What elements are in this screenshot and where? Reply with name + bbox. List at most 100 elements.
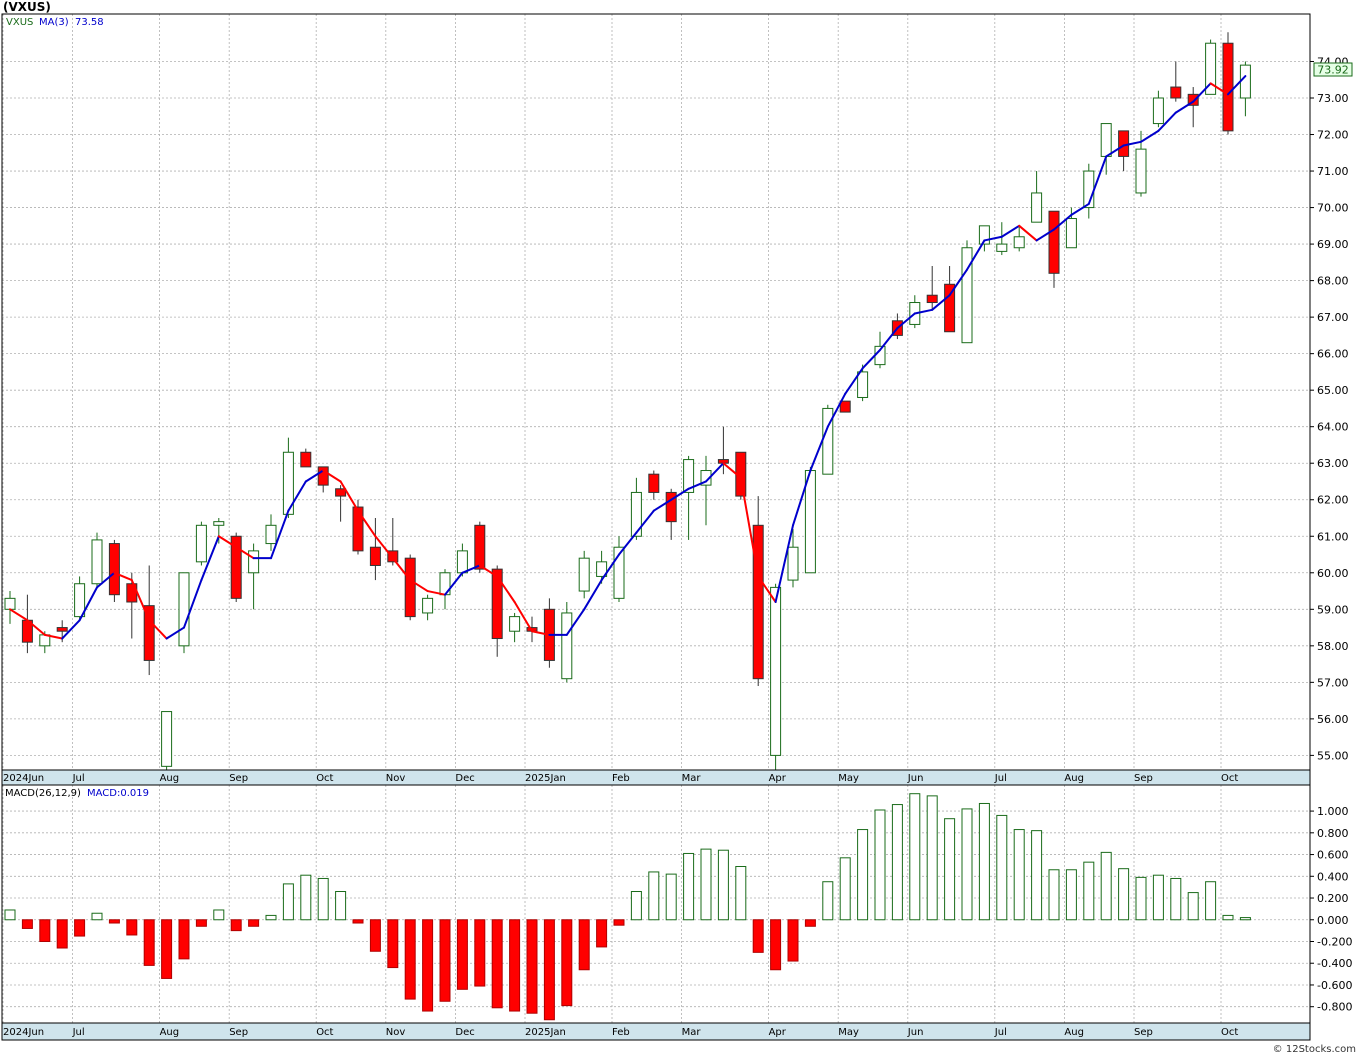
ma-segment bbox=[270, 509, 290, 560]
macd-bar-negative bbox=[230, 919, 242, 932]
ma-segment bbox=[1070, 202, 1090, 216]
macd-bar-positive bbox=[909, 793, 921, 921]
candlestick-series bbox=[4, 32, 1251, 778]
candle-body bbox=[56, 627, 68, 632]
candle-body bbox=[265, 524, 277, 545]
candle-down bbox=[108, 539, 120, 602]
ma-segment bbox=[531, 630, 551, 636]
price-xaxis-label: 2025Jan bbox=[525, 773, 566, 784]
price-xaxis-label: Mar bbox=[682, 773, 702, 784]
ma-segment bbox=[983, 235, 1003, 242]
ma-segment bbox=[1105, 144, 1125, 158]
macd-bar-negative bbox=[143, 919, 155, 966]
candle-up bbox=[787, 528, 799, 588]
candle-body bbox=[770, 586, 782, 756]
macd-xaxis-label: Sep bbox=[229, 1027, 248, 1038]
candle-body bbox=[978, 225, 990, 245]
price-xaxis-label: Dec bbox=[455, 773, 474, 784]
candle-body bbox=[648, 473, 660, 493]
ma-segment bbox=[583, 579, 603, 611]
macd-bar-positive bbox=[282, 883, 294, 921]
ma-segment bbox=[9, 608, 29, 622]
ma-segment bbox=[322, 469, 342, 483]
ma-segment bbox=[304, 469, 325, 483]
macd-bar-positive bbox=[1135, 876, 1147, 921]
ma-segment bbox=[409, 579, 429, 593]
candle-body bbox=[1100, 123, 1112, 157]
candle-down bbox=[230, 532, 242, 602]
grid bbox=[2, 14, 1310, 1023]
ma-segment bbox=[26, 619, 46, 636]
macd-tick-label: -0.400 bbox=[1317, 957, 1352, 970]
price-xaxis-label: Apr bbox=[769, 773, 787, 784]
macd-bar-positive bbox=[1031, 830, 1043, 921]
candle-body bbox=[4, 597, 16, 610]
macd-bar-positive bbox=[1118, 868, 1130, 921]
ma-segment bbox=[913, 308, 934, 315]
candle-body bbox=[369, 546, 381, 566]
candle-body bbox=[456, 550, 468, 574]
candle-body bbox=[387, 550, 399, 563]
macd-xaxis-label: Aug bbox=[1064, 1027, 1084, 1038]
ma-segment bbox=[96, 571, 116, 589]
ma-segment bbox=[809, 425, 829, 472]
macd-bar-positive bbox=[4, 909, 16, 921]
ma-segment bbox=[461, 564, 481, 574]
candle-body bbox=[1222, 42, 1234, 132]
ma-segment bbox=[1122, 140, 1142, 147]
macd-xaxis-label: Nov bbox=[386, 1027, 406, 1038]
macd-bar-negative bbox=[161, 919, 173, 979]
price-tick-label: 72.00 bbox=[1317, 129, 1349, 142]
candle-body bbox=[839, 400, 851, 413]
candle-body bbox=[804, 470, 816, 574]
price-xaxis-band bbox=[1, 769, 1311, 786]
ma-segment bbox=[496, 575, 516, 603]
candle-up bbox=[178, 572, 190, 654]
price-tick-label: 68.00 bbox=[1317, 275, 1349, 288]
macd-xaxis-label: Mar bbox=[682, 1027, 702, 1038]
ma-segment bbox=[357, 509, 377, 538]
ma-segment bbox=[931, 294, 951, 311]
ma-segment bbox=[1192, 82, 1212, 103]
macd-bar-negative bbox=[387, 919, 399, 969]
price-xaxis-label: Nov bbox=[386, 773, 406, 784]
candle-up bbox=[961, 240, 973, 344]
macd-bar-negative bbox=[509, 919, 521, 1012]
ma-segment bbox=[1140, 129, 1160, 143]
candle-down bbox=[369, 518, 381, 581]
candle-up bbox=[1205, 39, 1217, 95]
moving-average-line bbox=[9, 75, 1247, 640]
ma-segment bbox=[130, 579, 151, 622]
macd-xaxis-label: Aug bbox=[160, 1027, 180, 1038]
macd-tick-label: -0.600 bbox=[1317, 979, 1352, 992]
watermark: © 12Stocks.com bbox=[1273, 1044, 1356, 1055]
macd-bar-positive bbox=[335, 891, 347, 921]
macd-bar-positive bbox=[1239, 917, 1251, 921]
macd-bar-negative bbox=[456, 919, 468, 990]
candle-up bbox=[822, 404, 834, 475]
chart-title: (VXUS) bbox=[3, 0, 51, 14]
macd-bar-negative bbox=[195, 919, 207, 927]
macd-legend-label: MACD(26,12,9) bbox=[5, 788, 81, 799]
candle-down bbox=[944, 266, 956, 333]
candle-up bbox=[700, 455, 712, 526]
candle-body bbox=[857, 371, 869, 398]
legend-ma-label: MA(3) bbox=[39, 17, 69, 28]
ma-segment bbox=[200, 535, 220, 582]
macd-tick-label: 0.800 bbox=[1317, 827, 1349, 840]
ma-segment bbox=[1035, 228, 1055, 242]
ma-segment bbox=[513, 601, 533, 633]
ma-segment bbox=[1227, 75, 1247, 96]
candle-body bbox=[944, 283, 956, 333]
candle-body bbox=[926, 294, 938, 304]
candle-body bbox=[561, 612, 573, 680]
macd-bar-negative bbox=[369, 919, 381, 952]
macd-bar-negative bbox=[752, 919, 764, 953]
ma-segment bbox=[1174, 100, 1195, 114]
macd-bar-positive bbox=[213, 909, 225, 921]
candle-body bbox=[578, 557, 590, 592]
ma-segment bbox=[444, 571, 464, 596]
candle-down bbox=[1048, 210, 1060, 288]
candle-up bbox=[509, 612, 521, 643]
macd-bar-negative bbox=[596, 919, 608, 948]
